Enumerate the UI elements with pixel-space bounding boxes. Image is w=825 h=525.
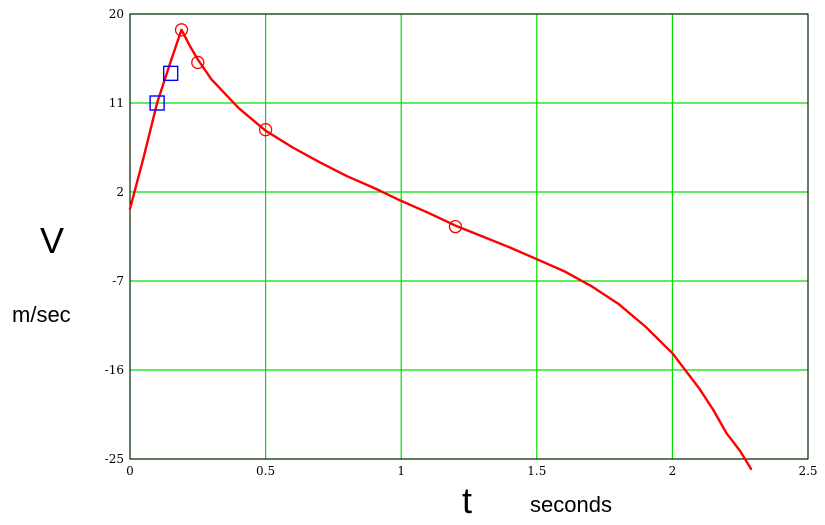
x-axis-unit: seconds [530,492,612,517]
circle-marker [258,123,273,137]
x-tick-label: 1 [397,464,405,478]
circle-marker [191,55,205,70]
y-tick-label: -7 [112,274,124,288]
square-marker [149,95,165,111]
x-tick-label: 2.5 [798,464,817,478]
x-tick-label: 1.5 [527,464,546,478]
plot-frame [129,13,809,460]
x-tick-label: 0.5 [256,464,275,478]
y-tick-label: 20 [109,7,124,21]
circle-marker [174,23,189,37]
y-tick-labels: 20 11 2 -7 -16 -25 [105,7,124,466]
y-tick-label: -16 [105,363,124,377]
x-tick-labels: 0 0.5 1 1.5 2 2.5 [126,464,817,478]
y-axis-label: V [40,220,64,261]
circle-marker [448,219,463,234]
series-layer [128,23,753,471]
x-tick-label: 0 [126,464,134,478]
grid [129,13,809,460]
x-tick-label: 2 [669,464,677,478]
y-tick-label: -25 [105,452,124,466]
y-axis-unit: m/sec [12,302,71,327]
velocity-curve [128,28,753,471]
y-tick-label: 2 [116,185,124,199]
y-tick-label: 11 [109,96,124,110]
x-axis-label: t [462,480,472,521]
square-marker [162,65,179,82]
